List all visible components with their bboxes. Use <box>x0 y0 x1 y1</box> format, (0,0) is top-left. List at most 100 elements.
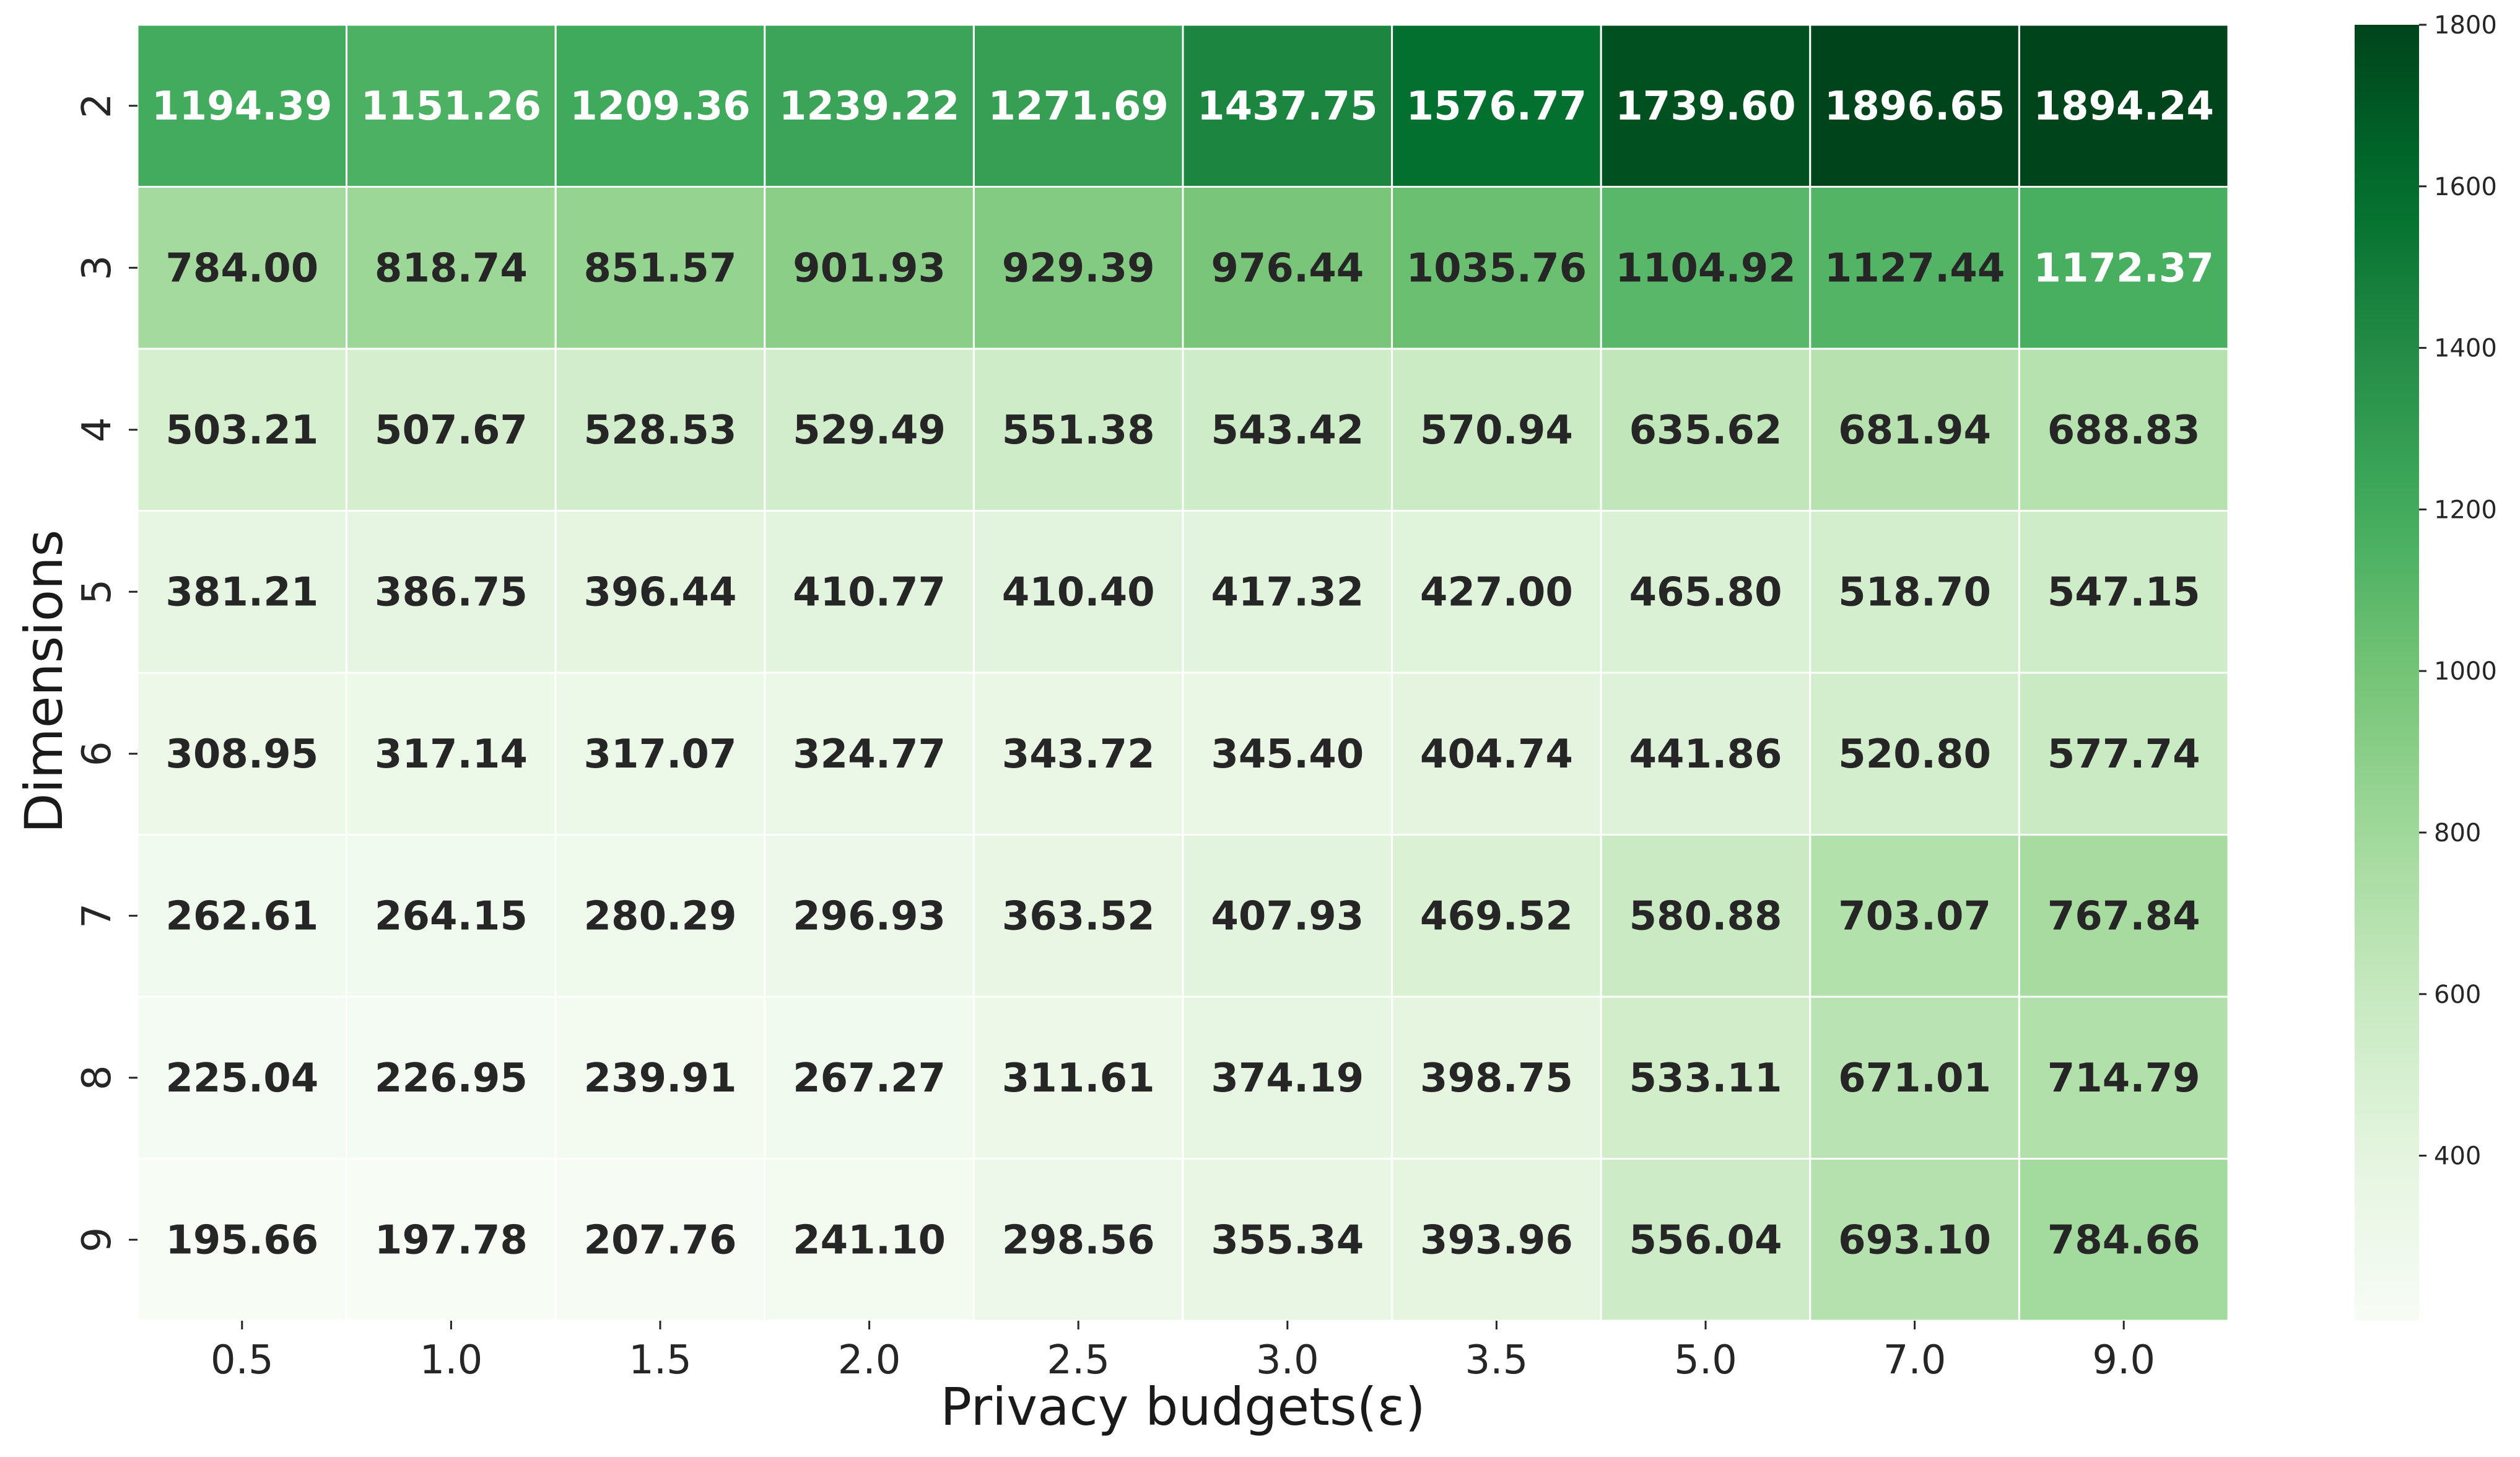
heatmap-cell <box>972 186 1184 350</box>
cell-value-label: 547.15 <box>2047 569 2200 615</box>
heatmap-cell <box>1600 24 1812 188</box>
cell-value-label: 241.10 <box>793 1217 946 1263</box>
heatmap-cell <box>972 24 1184 188</box>
y-tick-label: 4 <box>74 417 120 442</box>
cell-value-label: 396.44 <box>584 569 737 615</box>
heatmap-cell <box>1809 1158 2020 1322</box>
x-tick-label: 5.0 <box>1674 1337 1737 1383</box>
colorbar-tick-label: 1400 <box>2434 335 2497 363</box>
cell-value-label: 398.75 <box>1420 1056 1573 1101</box>
cell-value-label: 298.56 <box>1002 1217 1155 1263</box>
heatmap-cell <box>136 348 348 512</box>
heatmap-cell <box>1809 834 2020 998</box>
heatmap-cell <box>1391 186 1602 350</box>
y-tick-label: 3 <box>74 255 120 281</box>
cell-value-label: 469.52 <box>1420 893 1573 939</box>
cell-value-label: 381.21 <box>165 569 318 615</box>
heatmap-cell <box>1391 995 1602 1160</box>
cell-value-label: 324.77 <box>793 732 946 777</box>
cell-value-label: 465.80 <box>1629 569 1782 615</box>
cell-value-label: 507.67 <box>375 408 528 453</box>
cell-value-label: 1271.69 <box>988 84 1169 129</box>
heatmap-cell <box>1391 1158 1602 1322</box>
cell-value-label: 317.07 <box>584 732 737 777</box>
cell-value-label: 929.39 <box>1002 245 1155 291</box>
cell-value-label: 1035.76 <box>1406 245 1587 291</box>
y-axis: 2 3 4 5 6 7 8 9 <box>74 93 137 1253</box>
cell-value-label: 784.00 <box>165 245 318 291</box>
heatmap-cell <box>346 1158 557 1322</box>
cell-value-label: 693.10 <box>1838 1217 1991 1263</box>
heatmap-cell <box>972 348 1184 512</box>
cell-value-label: 635.62 <box>1629 408 1782 453</box>
cell-value-label: 901.93 <box>793 245 946 291</box>
y-tick-label: 5 <box>74 579 120 605</box>
heatmap-cell <box>1809 348 2020 512</box>
cell-value-label: 681.94 <box>1838 408 1991 453</box>
cell-value-label: 543.42 <box>1211 408 1364 453</box>
cell-value-label: 407.93 <box>1211 893 1364 939</box>
heatmap-cell <box>1391 834 1602 998</box>
cell-value-label: 520.80 <box>1838 732 1991 777</box>
heatmap-cell <box>346 186 557 350</box>
heatmap-cell <box>2018 24 2230 188</box>
heatmap-cell <box>554 672 766 836</box>
cell-value-label: 296.93 <box>793 893 946 939</box>
heatmap-cell <box>1182 24 1393 188</box>
cell-value-label: 529.49 <box>793 408 946 453</box>
y-tick-label: 2 <box>74 93 120 118</box>
heatmap-cells: 1194.39 1151.26 1209.36 1239.22 1271.69 1437.… <box>136 24 2230 1322</box>
heatmap-cell <box>1182 1158 1393 1322</box>
cell-value-label: 556.04 <box>1629 1217 1782 1263</box>
cell-value-label: 818.74 <box>375 245 528 291</box>
heatmap-cell <box>136 510 348 674</box>
heatmap-cell <box>972 672 1184 836</box>
cell-value-label: 427.00 <box>1420 569 1573 615</box>
cell-value-label: 267.27 <box>793 1056 946 1101</box>
heatmap-cell <box>972 1158 1184 1322</box>
heatmap-cell <box>346 348 557 512</box>
heatmap-cell <box>2018 348 2230 512</box>
colorbar-tick-label: 1200 <box>2434 496 2497 524</box>
heatmap-cell <box>136 24 348 188</box>
cell-value-label: 1151.26 <box>361 84 542 129</box>
heatmap-cell <box>1182 672 1393 836</box>
colorbar-tick-label: 1800 <box>2434 11 2497 40</box>
x-tick-label: 1.5 <box>629 1337 692 1383</box>
y-tick-label: 8 <box>74 1065 120 1090</box>
heatmap-cell <box>1809 672 2020 836</box>
cell-value-label: 197.78 <box>375 1217 528 1263</box>
cell-value-label: 767.84 <box>2047 893 2200 939</box>
cell-value-label: 207.76 <box>584 1217 737 1263</box>
colorbar-tick-label: 800 <box>2434 819 2481 847</box>
heatmap-cell <box>346 24 557 188</box>
cell-value-label: 1894.24 <box>2033 84 2214 129</box>
x-tick-label: 7.0 <box>1883 1337 1947 1383</box>
cell-value-label: 577.74 <box>2047 732 2200 777</box>
heatmap-cell <box>764 186 975 350</box>
cell-value-label: 386.75 <box>375 569 528 615</box>
cell-value-label: 262.61 <box>165 893 318 939</box>
cell-value-label: 1437.75 <box>1197 84 1378 129</box>
cell-value-label: 1739.60 <box>1615 84 1796 129</box>
y-tick-label: 9 <box>74 1227 120 1253</box>
cell-value-label: 976.44 <box>1211 245 1364 291</box>
heatmap-cell <box>1600 348 1812 512</box>
x-tick-label: 3.0 <box>1256 1337 1319 1383</box>
y-axis-label: Dimensions <box>14 530 74 833</box>
cell-value-label: 1576.77 <box>1406 84 1587 129</box>
heatmap-cell <box>2018 672 2230 836</box>
colorbar-tick-label: 600 <box>2434 981 2481 1009</box>
cell-value-label: 308.95 <box>165 732 318 777</box>
heatmap-cell <box>1391 348 1602 512</box>
heatmap-cell <box>764 1158 975 1322</box>
heatmap-cell <box>1809 995 2020 1160</box>
heatmap-cell <box>972 834 1184 998</box>
heatmap-cell <box>972 510 1184 674</box>
heatmap-cell <box>764 834 975 998</box>
cell-value-label: 363.52 <box>1002 893 1155 939</box>
heatmap-cell <box>554 1158 766 1322</box>
heatmap-cell <box>2018 186 2230 350</box>
x-tick-label: 2.5 <box>1047 1337 1110 1383</box>
cell-value-label: 441.86 <box>1629 732 1782 777</box>
